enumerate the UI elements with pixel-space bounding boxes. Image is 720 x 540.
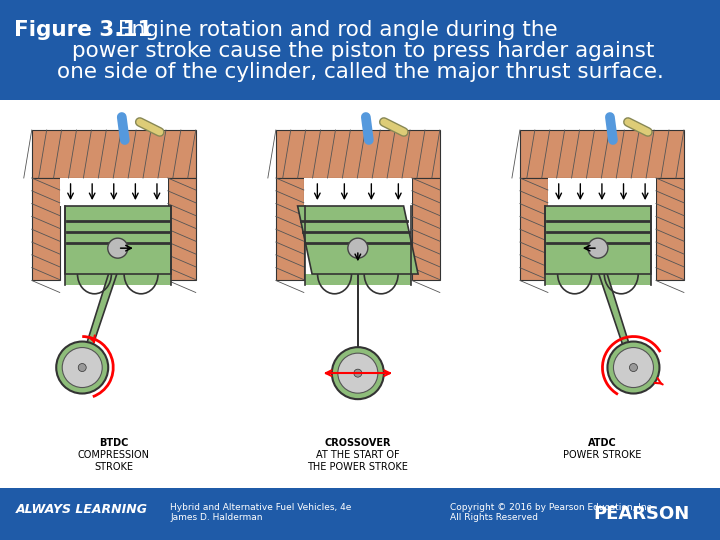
Text: Figure 3.11: Figure 3.11 xyxy=(14,20,153,40)
Bar xyxy=(545,274,651,285)
Circle shape xyxy=(613,348,654,388)
Text: AT THE START OF: AT THE START OF xyxy=(316,450,400,460)
Text: All Rights Reserved: All Rights Reserved xyxy=(450,512,538,522)
Text: power stroke cause the piston to press harder against: power stroke cause the piston to press h… xyxy=(66,41,654,61)
Polygon shape xyxy=(81,252,120,372)
Text: Hybrid and Alternative Fuel Vehicles, 4e: Hybrid and Alternative Fuel Vehicles, 4e xyxy=(170,503,351,511)
Bar xyxy=(656,178,684,280)
Bar xyxy=(412,178,440,280)
Text: BTDC: BTDC xyxy=(99,438,128,448)
Text: ATDC: ATDC xyxy=(588,438,616,448)
Bar xyxy=(168,178,196,280)
Bar xyxy=(545,206,651,274)
Bar xyxy=(0,100,720,488)
Bar xyxy=(0,0,720,100)
Bar xyxy=(0,488,720,540)
Text: ALWAYS LEARNING: ALWAYS LEARNING xyxy=(16,503,148,516)
Bar xyxy=(276,130,440,178)
Bar xyxy=(305,274,411,285)
Text: THE POWER STROKE: THE POWER STROKE xyxy=(307,462,408,472)
Text: one side of the cylinder, called the major thrust surface.: one side of the cylinder, called the maj… xyxy=(57,62,663,82)
Bar xyxy=(60,178,168,206)
Text: PEARSON: PEARSON xyxy=(594,505,690,523)
Bar xyxy=(32,178,60,280)
Bar xyxy=(520,130,684,178)
Text: James D. Halderman: James D. Halderman xyxy=(170,512,263,522)
Text: STROKE: STROKE xyxy=(94,462,133,472)
Text: CROSSOVER: CROSSOVER xyxy=(325,438,391,448)
Bar xyxy=(520,178,548,280)
Text: POWER STROKE: POWER STROKE xyxy=(563,450,641,460)
Circle shape xyxy=(588,238,608,258)
Bar xyxy=(65,206,171,274)
Circle shape xyxy=(78,363,86,372)
Circle shape xyxy=(629,363,637,372)
Circle shape xyxy=(62,348,102,388)
Circle shape xyxy=(348,238,368,258)
Circle shape xyxy=(332,347,384,399)
Circle shape xyxy=(354,369,362,377)
Circle shape xyxy=(108,238,127,258)
Circle shape xyxy=(56,341,108,394)
Circle shape xyxy=(338,353,378,393)
Bar xyxy=(304,178,412,206)
Bar xyxy=(65,274,171,285)
Circle shape xyxy=(608,341,660,394)
Bar xyxy=(276,178,304,280)
Polygon shape xyxy=(297,206,418,274)
Text: Copyright © 2016 by Pearson Education, Inc.: Copyright © 2016 by Pearson Education, I… xyxy=(450,503,654,511)
Polygon shape xyxy=(595,252,635,372)
Bar xyxy=(548,178,656,206)
Text: Engine rotation and rod angle during the: Engine rotation and rod angle during the xyxy=(111,20,557,40)
Bar xyxy=(32,130,196,178)
Text: COMPRESSION: COMPRESSION xyxy=(78,450,150,460)
